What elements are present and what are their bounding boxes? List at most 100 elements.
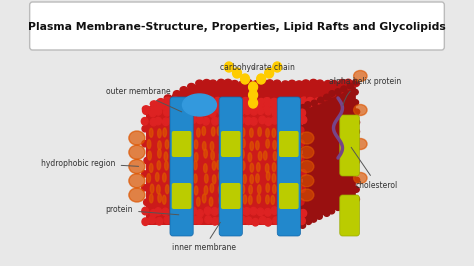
Ellipse shape: [204, 127, 210, 134]
Ellipse shape: [250, 102, 257, 108]
Ellipse shape: [294, 90, 301, 97]
Ellipse shape: [265, 107, 272, 115]
Ellipse shape: [204, 201, 210, 207]
Ellipse shape: [157, 102, 164, 109]
Ellipse shape: [354, 70, 367, 81]
Ellipse shape: [185, 157, 191, 164]
Ellipse shape: [324, 211, 330, 216]
Ellipse shape: [329, 111, 336, 116]
Ellipse shape: [218, 126, 224, 132]
Polygon shape: [302, 83, 356, 225]
Ellipse shape: [317, 174, 323, 180]
Ellipse shape: [150, 210, 157, 217]
Ellipse shape: [183, 109, 190, 117]
Ellipse shape: [299, 163, 304, 169]
Ellipse shape: [323, 87, 330, 93]
Ellipse shape: [250, 118, 257, 125]
Ellipse shape: [234, 162, 237, 171]
Ellipse shape: [218, 84, 225, 90]
Ellipse shape: [235, 184, 238, 193]
Ellipse shape: [292, 156, 298, 163]
Ellipse shape: [271, 196, 274, 205]
Ellipse shape: [318, 155, 324, 161]
Ellipse shape: [205, 216, 211, 223]
Ellipse shape: [328, 160, 334, 166]
Ellipse shape: [237, 88, 245, 94]
Ellipse shape: [213, 106, 220, 112]
Ellipse shape: [244, 107, 251, 114]
Ellipse shape: [296, 141, 300, 150]
Ellipse shape: [217, 187, 222, 193]
Ellipse shape: [164, 152, 168, 161]
Ellipse shape: [183, 172, 189, 178]
Ellipse shape: [169, 117, 175, 124]
Ellipse shape: [352, 168, 358, 173]
Ellipse shape: [149, 140, 155, 147]
Ellipse shape: [278, 140, 283, 147]
Ellipse shape: [352, 81, 359, 86]
Ellipse shape: [328, 179, 334, 185]
Ellipse shape: [157, 128, 163, 134]
Ellipse shape: [230, 142, 236, 149]
Ellipse shape: [295, 87, 302, 93]
Ellipse shape: [277, 101, 284, 107]
Ellipse shape: [163, 126, 168, 132]
Ellipse shape: [171, 151, 175, 159]
Ellipse shape: [225, 127, 228, 136]
Ellipse shape: [205, 169, 211, 176]
Ellipse shape: [185, 142, 191, 148]
Ellipse shape: [186, 94, 193, 99]
Ellipse shape: [239, 142, 245, 148]
FancyBboxPatch shape: [340, 195, 359, 236]
Ellipse shape: [273, 185, 276, 194]
Ellipse shape: [311, 178, 317, 184]
Ellipse shape: [329, 169, 336, 175]
Ellipse shape: [184, 200, 190, 206]
Polygon shape: [146, 83, 356, 108]
Ellipse shape: [257, 208, 264, 216]
Ellipse shape: [206, 106, 213, 112]
Ellipse shape: [265, 195, 269, 204]
Ellipse shape: [300, 175, 314, 187]
Ellipse shape: [299, 101, 306, 106]
Ellipse shape: [346, 123, 352, 128]
Ellipse shape: [235, 104, 243, 110]
Ellipse shape: [266, 80, 273, 86]
Ellipse shape: [315, 98, 322, 104]
Ellipse shape: [231, 209, 237, 216]
Ellipse shape: [182, 94, 217, 116]
Ellipse shape: [215, 95, 222, 101]
Ellipse shape: [142, 207, 148, 215]
Ellipse shape: [129, 160, 145, 173]
Ellipse shape: [278, 117, 285, 125]
Ellipse shape: [234, 175, 238, 184]
Ellipse shape: [187, 92, 194, 97]
Ellipse shape: [163, 184, 169, 191]
Ellipse shape: [246, 84, 253, 90]
Circle shape: [264, 68, 273, 78]
Ellipse shape: [310, 79, 317, 85]
Ellipse shape: [265, 164, 269, 173]
Ellipse shape: [216, 90, 223, 96]
Ellipse shape: [212, 161, 216, 170]
Ellipse shape: [342, 194, 348, 200]
Ellipse shape: [144, 199, 149, 205]
Ellipse shape: [312, 167, 318, 173]
Ellipse shape: [228, 95, 236, 101]
Ellipse shape: [330, 88, 338, 94]
Ellipse shape: [287, 185, 292, 191]
Ellipse shape: [248, 105, 256, 110]
Ellipse shape: [177, 201, 183, 207]
Ellipse shape: [191, 216, 198, 223]
Ellipse shape: [212, 171, 218, 177]
Ellipse shape: [311, 100, 317, 106]
Ellipse shape: [266, 155, 272, 161]
Ellipse shape: [210, 197, 213, 206]
Ellipse shape: [202, 194, 206, 203]
Ellipse shape: [266, 91, 273, 97]
Ellipse shape: [278, 109, 284, 116]
Ellipse shape: [253, 81, 260, 87]
Ellipse shape: [223, 170, 229, 176]
Ellipse shape: [219, 152, 223, 161]
Ellipse shape: [348, 103, 354, 109]
